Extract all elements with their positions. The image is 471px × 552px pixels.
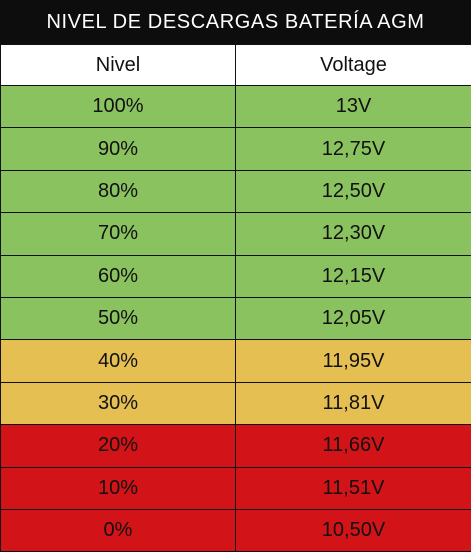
header-row: Nivel Voltage xyxy=(1,45,471,86)
voltage-cell: 12,75V xyxy=(236,128,471,170)
voltage-cell: 10,50V xyxy=(236,509,471,551)
voltage-cell: 12,15V xyxy=(236,255,471,297)
voltage-cell: 11,51V xyxy=(236,467,471,509)
voltage-cell: 13V xyxy=(236,86,471,128)
discharge-level-table: Nivel Voltage 100% 13V 90% 12,75V 80% 12… xyxy=(0,44,471,552)
table-row: 70% 12,30V xyxy=(1,213,471,255)
table-row: 80% 12,50V xyxy=(1,170,471,212)
column-header-voltage: Voltage xyxy=(236,45,471,86)
voltage-cell: 11,81V xyxy=(236,382,471,424)
table-row: 90% 12,75V xyxy=(1,128,471,170)
level-cell: 30% xyxy=(1,382,236,424)
level-cell: 70% xyxy=(1,213,236,255)
level-cell: 60% xyxy=(1,255,236,297)
voltage-cell: 12,05V xyxy=(236,297,471,339)
level-cell: 20% xyxy=(1,425,236,467)
voltage-cell: 12,50V xyxy=(236,170,471,212)
table-title: NIVEL DE DESCARGAS BATERÍA AGM xyxy=(0,0,471,44)
level-cell: 40% xyxy=(1,340,236,382)
table-row: 50% 12,05V xyxy=(1,297,471,339)
table-row: 20% 11,66V xyxy=(1,425,471,467)
level-cell: 80% xyxy=(1,170,236,212)
column-header-level: Nivel xyxy=(1,45,236,86)
level-cell: 100% xyxy=(1,86,236,128)
table-row: 60% 12,15V xyxy=(1,255,471,297)
table-row: 30% 11,81V xyxy=(1,382,471,424)
table-row: 100% 13V xyxy=(1,86,471,128)
table-row: 40% 11,95V xyxy=(1,340,471,382)
level-cell: 90% xyxy=(1,128,236,170)
voltage-cell: 11,66V xyxy=(236,425,471,467)
table-row: 10% 11,51V xyxy=(1,467,471,509)
table-row: 0% 10,50V xyxy=(1,509,471,551)
level-cell: 10% xyxy=(1,467,236,509)
voltage-cell: 12,30V xyxy=(236,213,471,255)
level-cell: 0% xyxy=(1,509,236,551)
level-cell: 50% xyxy=(1,297,236,339)
voltage-cell: 11,95V xyxy=(236,340,471,382)
